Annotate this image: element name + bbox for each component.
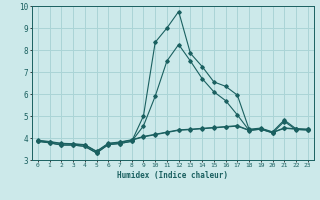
X-axis label: Humidex (Indice chaleur): Humidex (Indice chaleur) xyxy=(117,171,228,180)
